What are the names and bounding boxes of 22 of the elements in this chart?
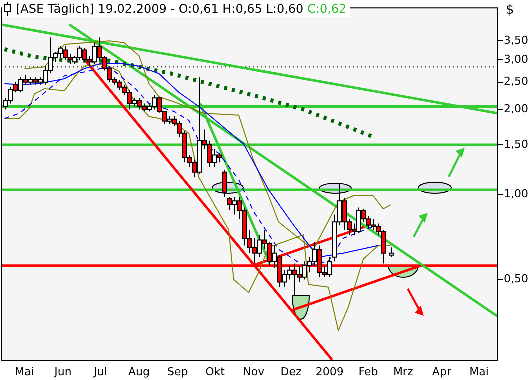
- y-tick-label: 2,50: [504, 75, 528, 88]
- x-tick-label: Mai: [470, 365, 489, 378]
- x-tick-label: Jul: [93, 365, 108, 378]
- x-tick-label: 2009: [316, 365, 344, 378]
- x-tick-label: Aug: [128, 365, 150, 378]
- y-tick-label: 1,50: [504, 138, 528, 151]
- x-tick-label: Nov: [243, 365, 266, 378]
- x-tick-label: Jun: [54, 365, 72, 378]
- y-tick-label: 1,00: [504, 188, 528, 201]
- x-tick-label: Mrz: [393, 365, 414, 378]
- chart-title: [ASE Täglich] 19.02.2009 - O:0,61 H:0,65 L:0,60 C:0,62: [16, 2, 347, 16]
- x-tick-label: Feb: [358, 365, 378, 378]
- x-tick-label: Apr: [432, 365, 452, 378]
- y-tick-label: 3,50: [504, 34, 528, 47]
- y-axis-title: $: [506, 2, 514, 18]
- y-tick-label: 2,00: [504, 102, 528, 116]
- y-tick-label: 0,50: [504, 272, 528, 286]
- x-tick-label: Sep: [168, 365, 188, 378]
- y-tick-label: 3,00: [504, 52, 528, 66]
- x-tick-label: Dez: [280, 365, 302, 378]
- x-tick-label: Okt: [206, 365, 226, 378]
- x-tick-label: Mai: [15, 365, 34, 378]
